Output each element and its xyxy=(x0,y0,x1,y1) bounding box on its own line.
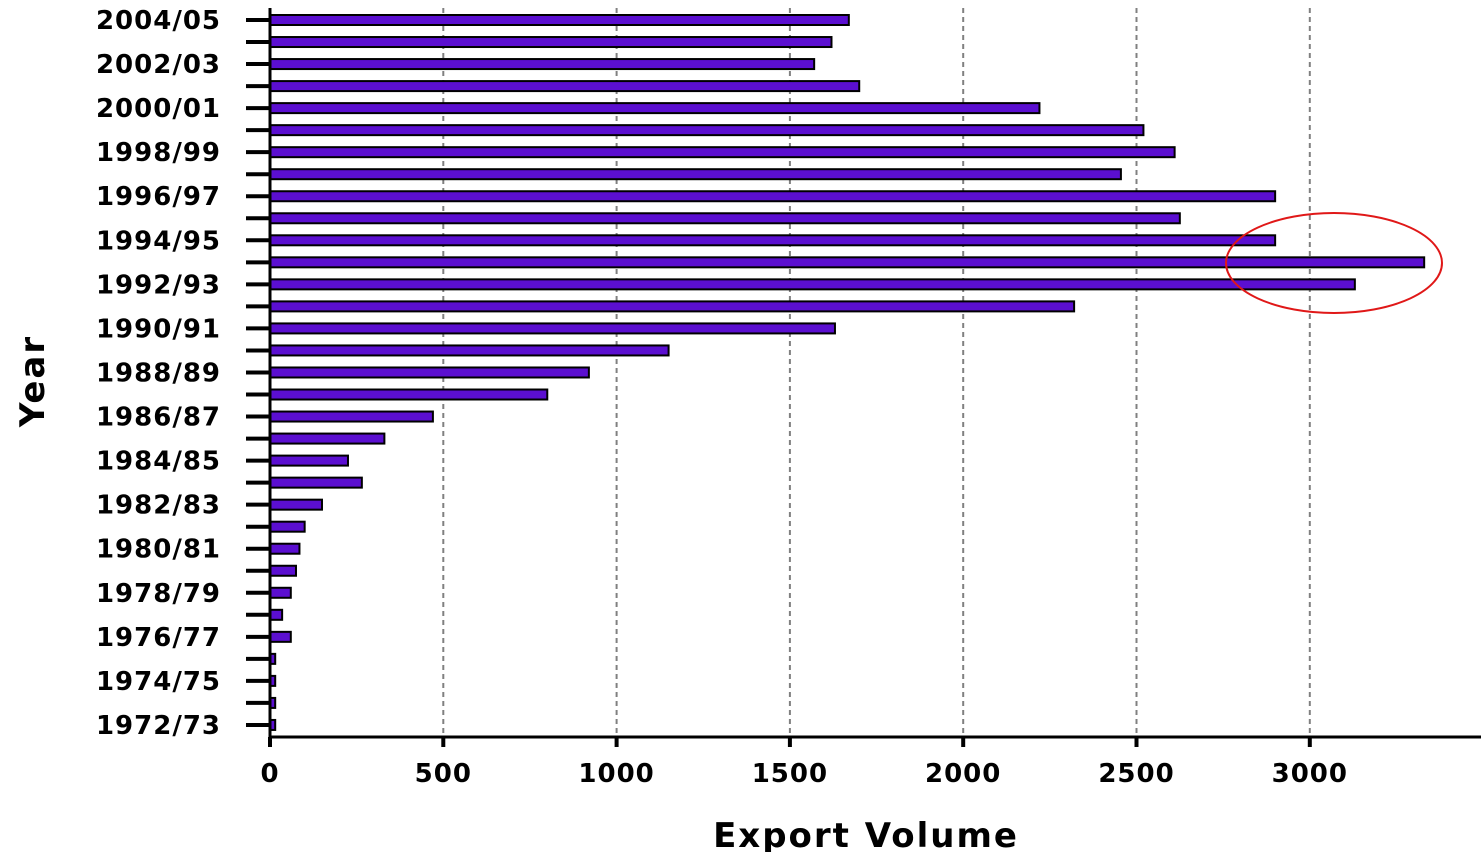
x-axis-title: Export Volume xyxy=(713,816,1019,852)
bar xyxy=(269,630,292,643)
x-tick-label: 1000 xyxy=(578,759,654,789)
y-tick-label: 1994/95 xyxy=(96,226,221,256)
x-tick-label: 3000 xyxy=(1272,759,1348,789)
bar xyxy=(269,388,549,401)
bar xyxy=(269,80,861,93)
bars xyxy=(269,14,1426,731)
bar xyxy=(269,256,1426,269)
bar xyxy=(269,58,816,71)
y-tick-label: 2002/03 xyxy=(96,50,221,80)
x-tick-label: 500 xyxy=(415,759,472,789)
bar xyxy=(269,432,386,445)
y-tick-label: 1980/81 xyxy=(96,535,221,565)
y-axis-title: Year xyxy=(13,335,53,428)
bar xyxy=(269,234,1277,247)
y-tick-label: 1976/77 xyxy=(96,623,221,653)
y-ticks: 1972/73 1974/75 1976/77 1978/79 1980/81 1982/… xyxy=(96,6,270,741)
x-tick-label: 2500 xyxy=(1098,759,1174,789)
bar xyxy=(269,36,833,49)
y-tick-label: 1996/97 xyxy=(96,182,221,212)
bar xyxy=(269,366,590,379)
y-tick-label: 1988/89 xyxy=(96,358,221,388)
y-tick-label: 1986/87 xyxy=(96,403,221,433)
y-tick-label: 1982/83 xyxy=(96,491,221,521)
x-tick-label: 2000 xyxy=(925,759,1001,789)
bar xyxy=(269,454,349,467)
x-tick-label: 0 xyxy=(260,759,279,789)
bar xyxy=(269,564,297,577)
x-tick-label: 1500 xyxy=(752,759,828,789)
bar xyxy=(269,124,1145,137)
bar xyxy=(269,168,1122,181)
bar xyxy=(269,344,670,357)
y-tick-label: 1992/93 xyxy=(96,270,221,300)
bar xyxy=(269,410,434,423)
bar xyxy=(269,520,306,533)
bar xyxy=(269,14,850,26)
y-tick-label: 1990/91 xyxy=(96,314,221,344)
bar xyxy=(269,608,284,621)
y-tick-label: 1974/75 xyxy=(96,667,221,697)
bar xyxy=(269,190,1277,203)
bar xyxy=(269,102,1041,115)
highlight-ellipse xyxy=(1225,212,1443,314)
y-tick-label: 1972/73 xyxy=(96,711,221,741)
x-ticks: 0 500 1000 1500 2000 2500 3000 xyxy=(260,737,1348,789)
bar xyxy=(269,322,836,335)
bar xyxy=(269,300,1076,313)
bar xyxy=(269,476,363,489)
y-tick-label: 1978/79 xyxy=(96,579,221,609)
bar xyxy=(269,212,1181,225)
bar xyxy=(269,146,1176,159)
y-tick-label: 2000/01 xyxy=(96,94,221,124)
y-tick-label: 1984/85 xyxy=(96,447,221,477)
bar xyxy=(269,278,1356,291)
y-tick-label: 1998/99 xyxy=(96,138,221,168)
bar xyxy=(269,586,292,599)
bar xyxy=(269,498,323,511)
y-tick-label: 2004/05 xyxy=(96,6,221,36)
bar xyxy=(269,542,301,555)
